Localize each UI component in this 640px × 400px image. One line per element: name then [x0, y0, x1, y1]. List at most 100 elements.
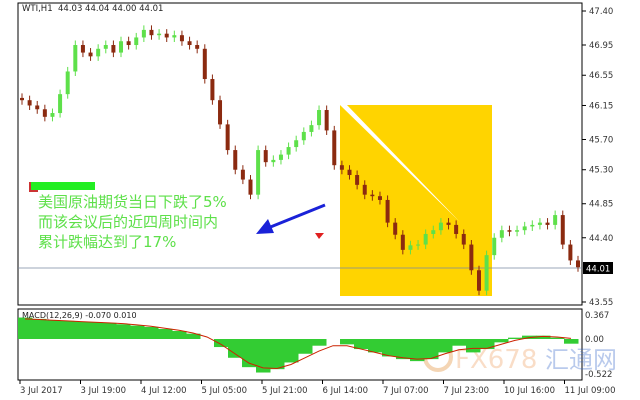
candle-body [553, 215, 558, 225]
x-tick-label: 11 Jul 09:00 [565, 386, 616, 396]
candle-body [111, 45, 116, 53]
highlight-rectangle [340, 105, 492, 296]
macd-bar [60, 320, 75, 339]
candle-body [355, 175, 360, 185]
macd-bar [494, 339, 509, 343]
symbol-label: WTI,H1 [22, 4, 53, 14]
candle-body [187, 41, 192, 46]
candle-body [195, 45, 200, 49]
candle-body [515, 230, 520, 232]
y-tick-label: 44.85 [589, 200, 613, 210]
y-tick-label: 46.55 [589, 71, 613, 81]
red-triangle-marker [315, 233, 324, 239]
macd-label: MACD(12,26,9) -0.070 0.010 [22, 311, 137, 320]
candle-body [484, 255, 489, 291]
macd-histogram [18, 317, 579, 373]
macd-bar [284, 339, 299, 363]
candle-body [454, 224, 459, 234]
macd-bar [382, 339, 397, 357]
macd-axis: 0.367 0.00 -0.522 [585, 311, 612, 380]
y-tick-label: 43.55 [589, 298, 613, 308]
macd-bar [144, 326, 159, 339]
price-axis: 47.40 46.95 46.55 46.15 45.70 45.30 44.85 44.40… [582, 7, 613, 308]
annotation-line: 累计跌幅达到了17% [38, 233, 177, 251]
candle-body [446, 222, 451, 225]
candle-body [339, 165, 344, 170]
macd-bar [312, 339, 327, 346]
macd-bar [424, 339, 439, 360]
candle-body [256, 150, 261, 195]
price-panel [17, 2, 583, 306]
macd-tick-label: 0.367 [585, 311, 609, 321]
macd-bar [340, 339, 355, 345]
macd-bar [102, 322, 117, 339]
candle-body [271, 159, 276, 163]
candle-body [149, 29, 154, 36]
candle-body [507, 230, 512, 232]
annotation-line: 美国原油期货当日下跌了5% [38, 193, 227, 211]
candle-body [65, 71, 70, 95]
x-tick-label: 3 Jul 19:00 [81, 386, 127, 396]
candle-body [103, 45, 108, 49]
macd-bar [550, 337, 565, 339]
x-tick-label: 7 Jul 23:00 [444, 386, 490, 396]
candle-body [530, 224, 535, 227]
y-tick-label: 45.30 [589, 166, 613, 176]
candle-body [393, 222, 398, 235]
candle-body [240, 169, 245, 180]
current-price-label: 44.01 [586, 265, 610, 275]
chart-header: WTI,H1 44.03 44.04 44.00 44.01 [22, 4, 163, 14]
candle-body [332, 130, 337, 166]
ohlc-values: 44.03 44.04 44.00 44.01 [58, 4, 164, 14]
candle-body [469, 244, 474, 271]
candle-body [377, 196, 382, 200]
annotation-line: 而该会议后的近四周时间内 [38, 213, 219, 231]
candle-body [73, 45, 78, 72]
candle-body [499, 230, 504, 238]
macd-bar [186, 333, 201, 339]
candle-body [202, 48, 207, 80]
macd-tick-label: 0.00 [585, 335, 604, 345]
candle-body [438, 222, 443, 231]
current-price-badge [583, 262, 613, 274]
macd-bar [228, 339, 243, 358]
candle-body [568, 244, 573, 261]
macd-bar [368, 339, 383, 353]
candle-body [408, 245, 413, 250]
candle-body [126, 41, 131, 46]
candle-body [537, 222, 542, 225]
macd-bar [88, 322, 103, 339]
candle-body [370, 194, 375, 197]
candle-body [347, 169, 352, 176]
candle-body [58, 94, 63, 114]
macd-bar [480, 339, 495, 350]
candle-body [119, 41, 124, 53]
candle-body [179, 35, 184, 42]
green-bar-marker [30, 182, 95, 190]
candle-body [20, 97, 24, 101]
candle-body [278, 154, 283, 160]
macd-bar [32, 318, 47, 339]
candle-body [80, 45, 85, 53]
candle-body [324, 110, 329, 131]
candle-body [134, 37, 139, 46]
candle-body [218, 100, 223, 125]
svg-text:汇通网: 汇通网 [545, 346, 617, 374]
x-tick-label: 6 Jul 14:00 [323, 386, 369, 396]
candle-body [42, 109, 47, 117]
candle-body [385, 199, 390, 223]
candle-body [164, 33, 169, 38]
candle-body [545, 222, 550, 225]
macd-bar [508, 337, 523, 339]
y-tick-label: 46.15 [589, 101, 613, 111]
x-tick-label: 3 Jul 2017 [20, 386, 63, 396]
macd-bar [396, 339, 411, 360]
candle-body [248, 179, 253, 195]
candle-body [400, 234, 405, 250]
candle-body [172, 35, 177, 38]
candle-body [492, 237, 497, 256]
macd-bar [172, 330, 187, 339]
macd-bar [270, 339, 285, 370]
x-tick-label: 4 Jul 12:00 [141, 386, 187, 396]
